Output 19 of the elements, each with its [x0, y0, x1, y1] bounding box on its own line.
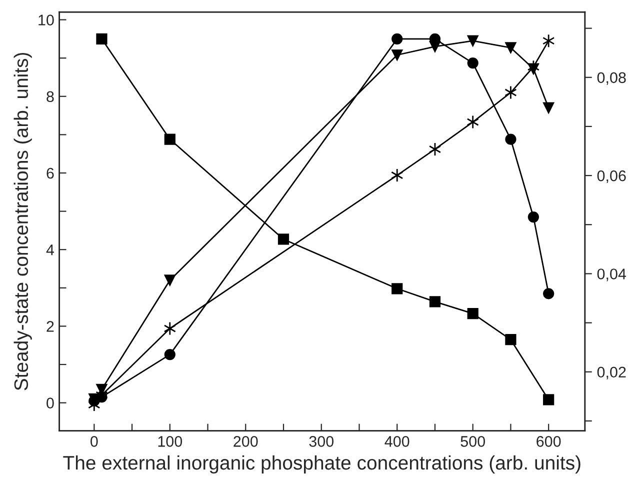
x-tick-label: 400 [384, 436, 410, 447]
x-tick-label: 500 [460, 436, 485, 447]
x-tick-label: 200 [234, 436, 258, 447]
x-tick-label: 600 [536, 436, 561, 447]
x-axis-title: The external inorganic phosphate concentrations (arb. units) [63, 455, 580, 474]
y-tick-label: 0 [46, 398, 54, 408]
y-tick-label: 4 [46, 244, 54, 256]
y-tick-label: 6 [46, 168, 54, 179]
y-tick-label: 8 [46, 91, 54, 102]
y2-tick-label: 0,04 [597, 268, 626, 282]
x-tick-label: 0 [90, 436, 98, 447]
x-tick-label: 100 [158, 436, 182, 447]
y-tick-label: 2 [46, 321, 54, 332]
y-axis-title: Steady-state concentrations (arb. units) [14, 52, 32, 390]
y-tick-label: 10 [38, 14, 54, 26]
y2-tick-label: 0,06 [597, 170, 626, 184]
y2-tick-label: 0,02 [597, 366, 626, 380]
y2-tick-label: 0,08 [597, 72, 626, 85]
x-tick-label: 300 [309, 436, 334, 447]
